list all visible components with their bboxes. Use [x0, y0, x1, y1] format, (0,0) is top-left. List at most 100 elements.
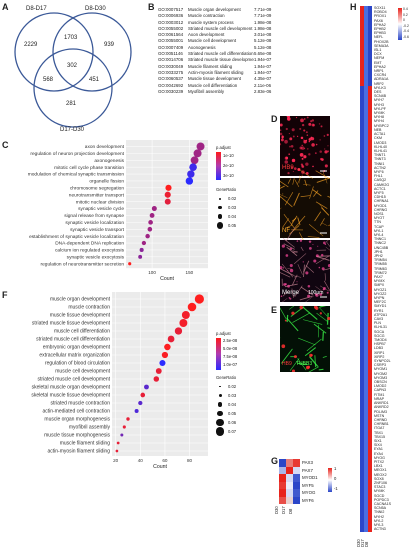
merge-nucleus	[287, 284, 290, 288]
heatmap-h-cell	[368, 81, 372, 87]
heatmap-h-cell	[364, 220, 368, 226]
nf-fiber	[319, 218, 325, 226]
heatmap-h-cell	[360, 229, 364, 234]
heatmap-h-cell	[364, 39, 368, 45]
heatmap-h-cell	[360, 443, 364, 449]
hb9-nucleus	[310, 121, 312, 123]
heatmap-h-gene-label: TNNT1	[374, 153, 386, 158]
hb9-nucleus	[320, 125, 323, 128]
heatmap-h-cell	[360, 308, 364, 314]
heatmap-h-cell	[368, 510, 372, 516]
heatmap-h-cell	[368, 334, 372, 339]
venn-circle-d17-d30	[33, 48, 113, 128]
heatmap-h-gene-label: PDLIM3	[374, 409, 387, 414]
heatmap-h-cell	[368, 308, 372, 314]
label-hb9: HB9	[282, 165, 294, 171]
heatmap-h-gene-label: DCX	[374, 52, 382, 57]
merge-fiber	[282, 238, 295, 248]
heatmap-h-cell	[360, 460, 364, 465]
heatmap-h-cell	[364, 6, 368, 11]
heatmap-h-cell	[360, 321, 364, 327]
tubb3-fiber	[318, 368, 324, 371]
heatmap-h-gene-label: MYH8	[374, 115, 384, 120]
hb9-nucleus	[318, 123, 321, 125]
heatmap-h-cell	[368, 464, 372, 470]
heatmap-h-cell	[364, 128, 368, 133]
heatmap-g-col-d8: D8	[288, 508, 293, 514]
merge-nucleus	[289, 263, 293, 268]
heatmap-h-cell	[360, 81, 364, 87]
heatmap-h-cell	[368, 195, 372, 200]
data-point	[120, 433, 124, 437]
heatmap-h-cell	[364, 422, 368, 428]
heatmap-h-gene-label: MEOX2	[374, 472, 387, 477]
heatmap-h-cell	[368, 439, 372, 444]
heatmap-h-cell	[364, 325, 368, 331]
heatmap-h-cell	[360, 111, 364, 116]
heatmap-h-cell	[368, 43, 372, 49]
heatmap-g-cell	[279, 459, 286, 467]
heatmap-h-cell	[364, 313, 368, 318]
heatmap-h-cell	[360, 473, 364, 478]
size-legend-row: 0.07	[214, 427, 254, 436]
panel-label-h: H	[350, 2, 357, 12]
heatmap-h-gene-label: KLHL40	[374, 144, 387, 149]
heatmap-h-cell	[360, 271, 364, 276]
heatmap-h-cell	[360, 325, 364, 331]
heatmap-h-gene-label: MYOD1	[374, 203, 387, 208]
heatmap-h-gene-label: FITM1	[374, 392, 385, 397]
go-table-row: GO:0033275 Actin-myosin filament sliding 1…	[158, 70, 274, 76]
nf-fiber	[300, 195, 311, 198]
heatmap-g-gene-labels: PAX3 PAX7 MYOD1 MYF5 MYOG MYF6	[302, 459, 332, 504]
legend-f-padjust-title: p.adjust	[216, 331, 231, 336]
data-point	[164, 191, 171, 198]
hb9-nucleus	[311, 119, 315, 122]
merge-fiber	[325, 240, 329, 242]
x-tick-label: 80	[187, 458, 193, 463]
heatmap-h-cell	[368, 367, 372, 373]
nf-fiber	[296, 174, 303, 185]
hb9-nucleus	[327, 150, 330, 153]
go-table-id: GO:0042692	[158, 82, 184, 88]
data-point	[161, 351, 169, 359]
merge-fiber	[297, 264, 303, 275]
heatmap-h-cell	[364, 48, 368, 53]
hb9-nucleus	[303, 140, 307, 144]
go-table-term: Muscle contraction	[188, 13, 225, 19]
heatmap-h-cell	[368, 102, 372, 108]
heatmap-h-cell	[364, 460, 368, 465]
heatmap-h-gene-label: MYOT	[374, 216, 385, 221]
heatmap-h-gene-label: DES	[374, 90, 382, 95]
heatmap-g-tick-neg1: -1	[334, 486, 338, 491]
merge-nucleus	[323, 286, 326, 290]
heatmap-h-cell	[368, 426, 372, 432]
size-legend-dot	[217, 214, 223, 219]
venn-count-only-d17-d30: 281	[66, 101, 77, 107]
heatmap-h-gene-label: FHL1	[374, 174, 383, 179]
hb9-nucleus	[305, 131, 308, 134]
e-nucleus	[315, 306, 319, 310]
heatmap-g-gene-label: MYF6	[302, 497, 314, 503]
hb9-nucleus	[307, 148, 309, 150]
heatmap-h-cell	[364, 279, 368, 285]
nf-fiber	[327, 195, 330, 198]
data-point	[138, 400, 143, 406]
e-nucleus	[305, 365, 310, 370]
heatmap-g-gene-label: PAX7	[302, 467, 313, 473]
heatmap-h-cell	[368, 144, 372, 150]
heatmap-h-cell	[360, 119, 364, 125]
merge-fiber	[286, 246, 298, 257]
heatmap-h-cell	[360, 174, 364, 179]
heatmap-g-cell	[286, 459, 293, 467]
tubb3-fiber	[314, 355, 316, 368]
heatmap-g-col-d17: D17	[281, 506, 286, 514]
heatmap-h-cell	[360, 393, 364, 398]
go-table-p: 3.01e-08	[254, 32, 272, 38]
merge-nucleus	[327, 263, 330, 268]
heatmap-h-color-bar	[398, 8, 402, 40]
hb9-nucleus	[310, 136, 313, 139]
heatmap-h-col-d8: D8	[364, 541, 369, 547]
go-table-term: Myofibril assembly	[188, 88, 225, 94]
heatmap-h-gene-label: NEB	[374, 127, 382, 132]
category-label: actin-myosin filament sliding	[47, 449, 110, 455]
